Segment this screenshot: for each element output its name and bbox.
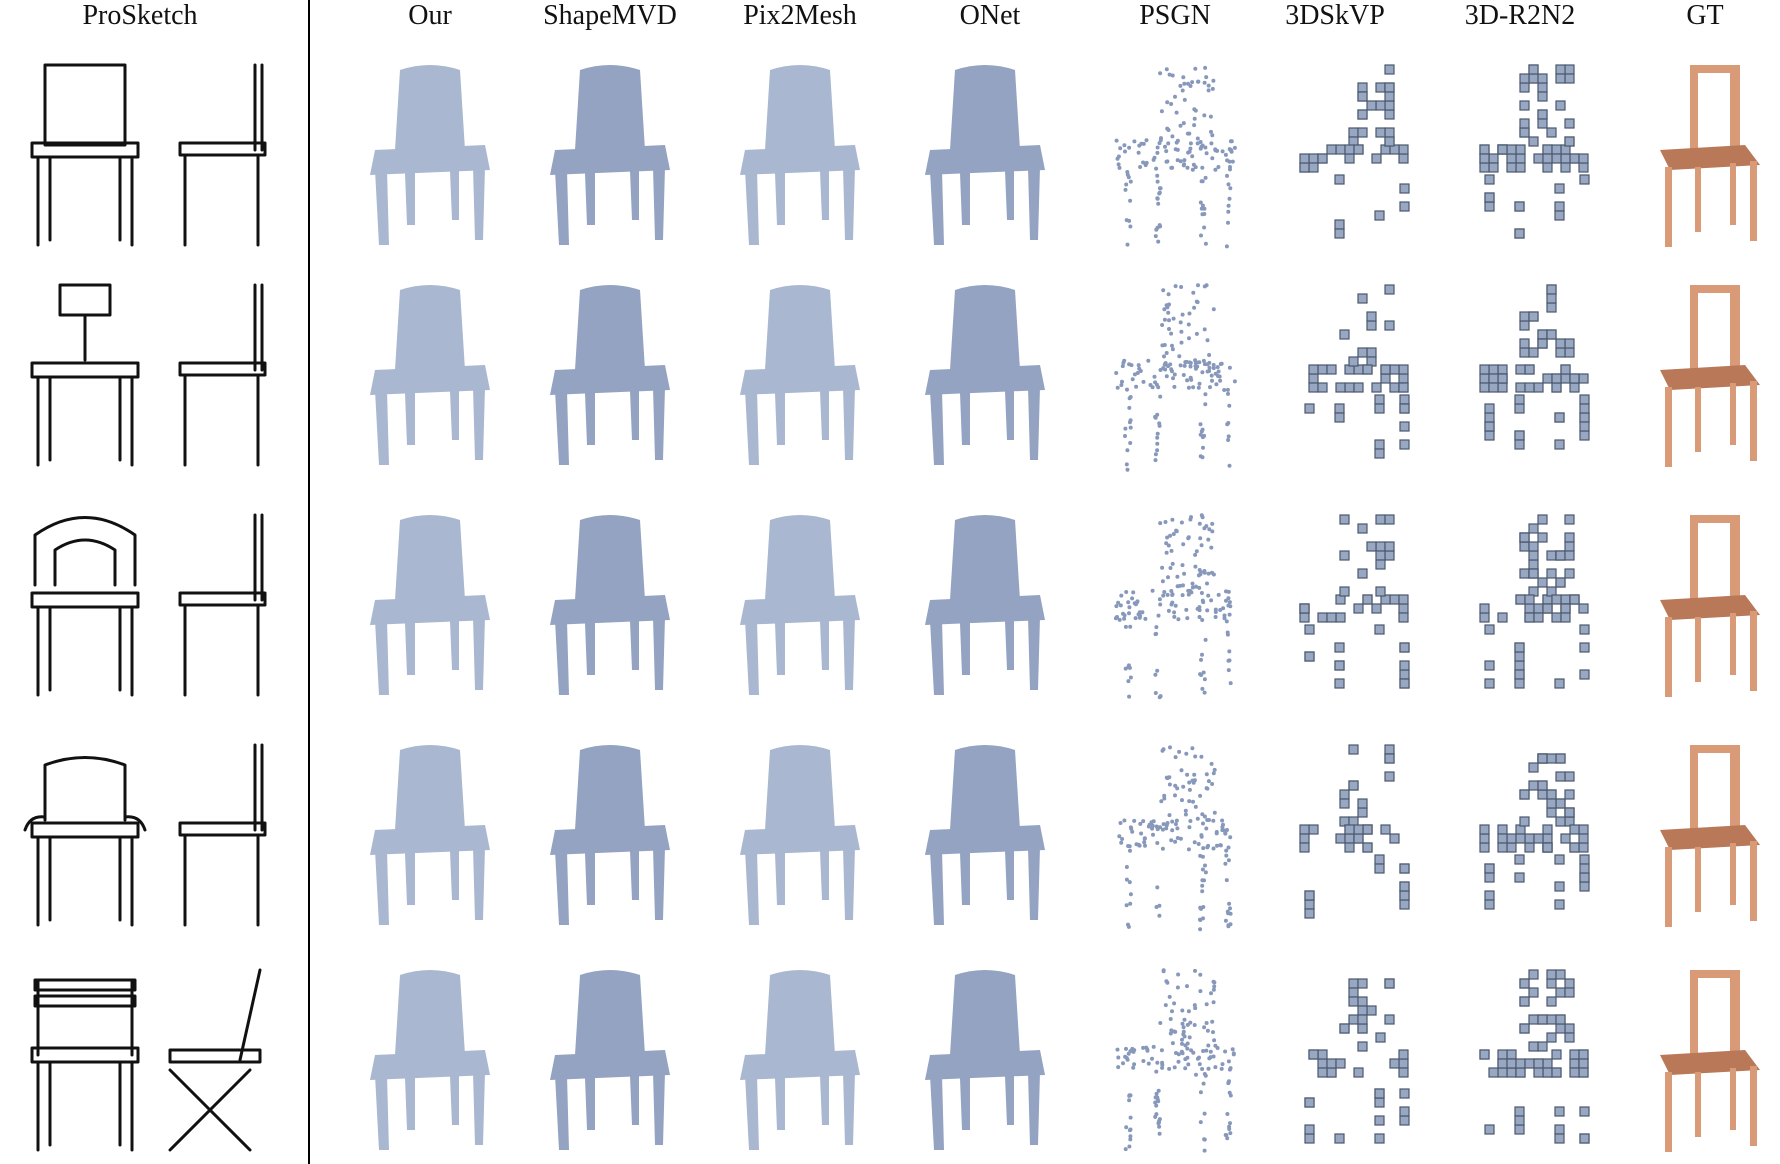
header-prosketch: ProSketch: [82, 0, 198, 31]
shapemvd-chair-row-2: [535, 275, 685, 475]
gt-chair-row-3: [1635, 505, 1780, 705]
pix2mesh-chair-row-1: [725, 55, 875, 255]
sketch-front-row-2: [10, 275, 160, 475]
psgn-chair-row-3: [1100, 505, 1250, 705]
3d-r2n2-chair-row-2: [1460, 275, 1610, 475]
our-chair-row-4: [355, 735, 505, 935]
psgn-chair-row-2: [1100, 275, 1250, 475]
onet-chair-row-3: [910, 505, 1060, 705]
3dskvp-chair-row-2: [1280, 275, 1430, 475]
3d-r2n2-chair-row-3: [1460, 505, 1610, 705]
3dskvp-chair-row-4: [1280, 735, 1430, 935]
header-3d-r2n2: 3D-R2N2: [1464, 0, 1576, 31]
header-3dskvp: 3DSkVP: [1285, 0, 1385, 31]
pix2mesh-chair-row-2: [725, 275, 875, 475]
header-onet: ONet: [959, 0, 1021, 31]
pix2mesh-chair-row-3: [725, 505, 875, 705]
sketch-front-row-3: [10, 505, 160, 705]
3d-r2n2-chair-row-4: [1460, 735, 1610, 935]
header-psgn: PSGN: [1139, 0, 1211, 31]
sketch-front-row-5: [10, 960, 160, 1160]
3d-r2n2-chair-row-5: [1460, 960, 1610, 1160]
sketch-side-row-4: [150, 735, 300, 935]
3dskvp-chair-row-5: [1280, 960, 1430, 1160]
our-chair-row-2: [355, 275, 505, 475]
header-gt: GT: [1686, 0, 1724, 31]
sketch-front-row-1: [10, 55, 160, 255]
onet-chair-row-4: [910, 735, 1060, 935]
3d-r2n2-chair-row-1: [1460, 55, 1610, 255]
onet-chair-row-2: [910, 275, 1060, 475]
gt-chair-row-4: [1635, 735, 1780, 935]
header-our: Our: [408, 0, 452, 31]
our-chair-row-1: [355, 55, 505, 255]
onet-chair-row-1: [910, 55, 1060, 255]
our-chair-row-3: [355, 505, 505, 705]
shapemvd-chair-row-4: [535, 735, 685, 935]
sketch-side-row-3: [150, 505, 300, 705]
header-shapemvd: ShapeMVD: [543, 0, 677, 31]
3dskvp-chair-row-3: [1280, 505, 1430, 705]
our-chair-row-5: [355, 960, 505, 1160]
gt-chair-row-1: [1635, 55, 1780, 255]
shapemvd-chair-row-5: [535, 960, 685, 1160]
pix2mesh-chair-row-4: [725, 735, 875, 935]
column-divider: [308, 0, 310, 1164]
psgn-chair-row-4: [1100, 735, 1250, 935]
gt-chair-row-5: [1635, 960, 1780, 1160]
onet-chair-row-5: [910, 960, 1060, 1160]
psgn-chair-row-1: [1100, 55, 1250, 255]
psgn-chair-row-5: [1100, 960, 1250, 1160]
shapemvd-chair-row-3: [535, 505, 685, 705]
header-pix2mesh: Pix2Mesh: [743, 0, 857, 31]
sketch-front-row-4: [10, 735, 160, 935]
pix2mesh-chair-row-5: [725, 960, 875, 1160]
sketch-side-row-5: [150, 960, 300, 1160]
shapemvd-chair-row-1: [535, 55, 685, 255]
sketch-side-row-1: [150, 55, 300, 255]
3dskvp-chair-row-1: [1280, 55, 1430, 255]
sketch-side-row-2: [150, 275, 300, 475]
gt-chair-row-2: [1635, 275, 1780, 475]
